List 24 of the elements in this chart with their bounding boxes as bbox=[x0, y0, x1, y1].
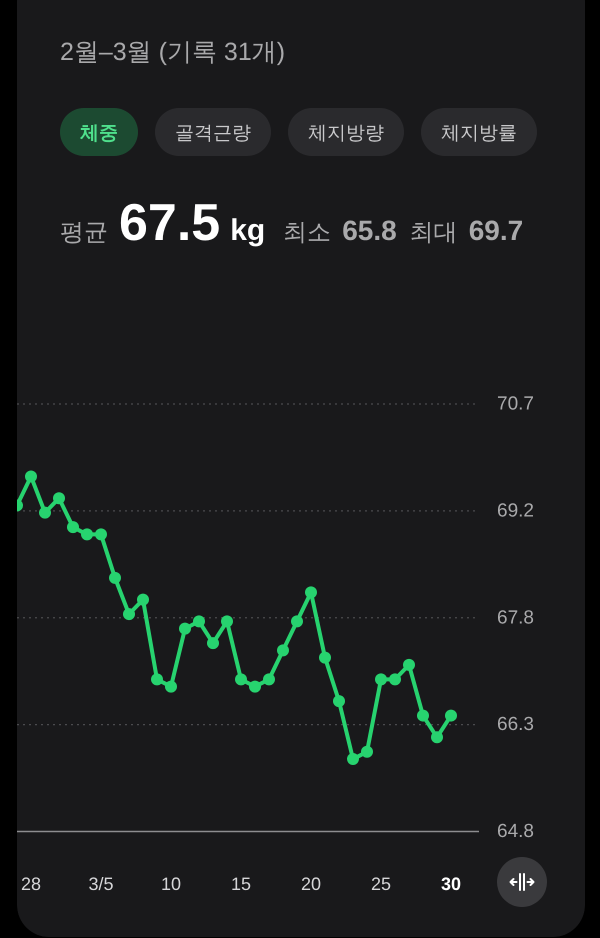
tab-label: 체지방량 bbox=[308, 123, 384, 144]
y-tick-label: 66.3 bbox=[497, 714, 534, 736]
x-tick-label: 3/5 bbox=[88, 874, 114, 894]
y-tick-label: 64.8 bbox=[497, 821, 534, 842]
stat-value: 65.8 bbox=[342, 215, 397, 246]
stat-label: 최대 bbox=[410, 219, 458, 246]
tab-label: 골격근량 bbox=[175, 123, 251, 144]
y-tick-label: 70.7 bbox=[497, 394, 534, 414]
y-tick-label: 67.8 bbox=[497, 607, 534, 628]
x-tick-label: 15 bbox=[230, 874, 252, 894]
x-tick-label: 28 bbox=[20, 874, 42, 894]
tab-label: 체지방률 bbox=[441, 123, 517, 144]
stat-label: 평균 bbox=[60, 219, 108, 246]
x-tick-label: 10 bbox=[160, 874, 182, 894]
stat-value: 69.7 bbox=[468, 215, 524, 246]
stat-label: 최소 bbox=[283, 219, 332, 246]
stat-unit: kg bbox=[230, 214, 266, 247]
y-tick-label: 69.2 bbox=[497, 500, 534, 522]
x-tick-label: 30 bbox=[440, 874, 462, 894]
x-tick-label: 20 bbox=[300, 874, 322, 894]
tab-label-selected: 체중 bbox=[80, 123, 118, 144]
x-tick-label: 25 bbox=[370, 874, 392, 894]
title: 2월–3월 (기록 31개) bbox=[60, 38, 286, 66]
stat-main-value: 67.5 bbox=[119, 194, 220, 252]
